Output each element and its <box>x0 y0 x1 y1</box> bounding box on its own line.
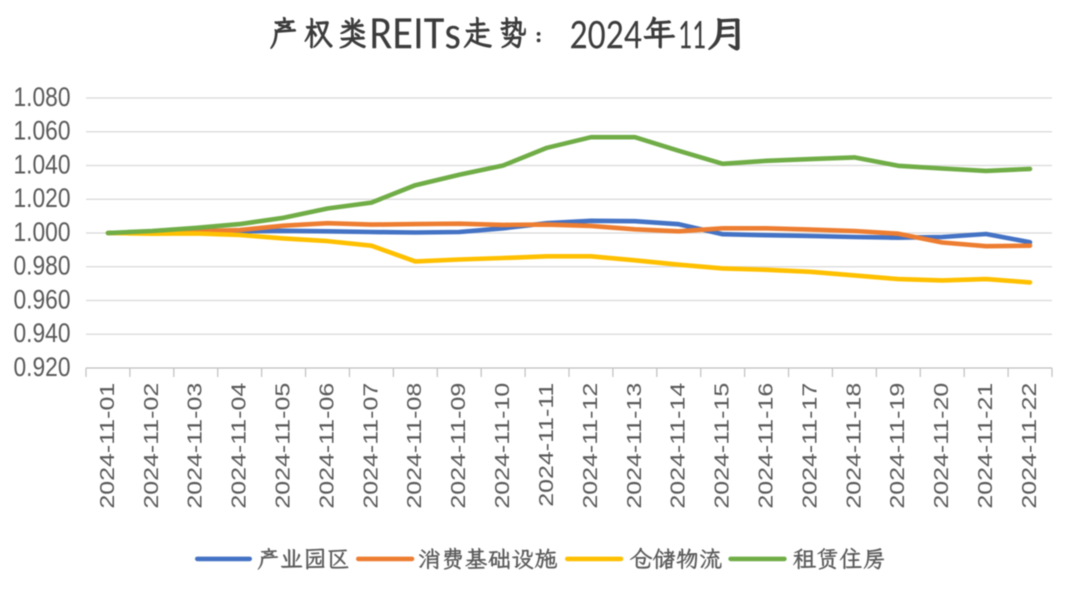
svg-text:2024-11-15: 2024-11-15 <box>711 383 733 509</box>
svg-text:2024-11-17: 2024-11-17 <box>799 383 821 509</box>
svg-text:2024-11-11: 2024-11-11 <box>535 383 557 507</box>
svg-text:2024-11-07: 2024-11-07 <box>360 383 382 509</box>
svg-text:1.000: 1.000 <box>14 217 71 247</box>
svg-text:2024-11-09: 2024-11-09 <box>447 383 469 509</box>
svg-text:2024-11-14: 2024-11-14 <box>667 383 689 509</box>
svg-text:2024-11-03: 2024-11-03 <box>184 383 206 509</box>
svg-text:2024-11-18: 2024-11-18 <box>843 383 865 509</box>
svg-text:0.920: 0.920 <box>14 352 71 382</box>
svg-text:2024-11-01: 2024-11-01 <box>96 383 118 509</box>
svg-text:2024-11-12: 2024-11-12 <box>579 383 601 509</box>
svg-text:2024-11-20: 2024-11-20 <box>930 383 952 509</box>
svg-text:1.080: 1.080 <box>14 82 71 112</box>
svg-text:0.940: 0.940 <box>14 318 71 348</box>
svg-text:1.040: 1.040 <box>14 149 71 179</box>
svg-text:2024-11-13: 2024-11-13 <box>623 383 645 509</box>
svg-text:0.980: 0.980 <box>14 251 71 281</box>
svg-text:2024-11-16: 2024-11-16 <box>755 383 777 509</box>
svg-text:0.960: 0.960 <box>14 284 71 314</box>
svg-text:2024-11-06: 2024-11-06 <box>316 383 338 509</box>
svg-text:1.060: 1.060 <box>14 116 71 146</box>
svg-text:2024-11-22: 2024-11-22 <box>1018 383 1040 509</box>
svg-text:2024-11-05: 2024-11-05 <box>272 383 294 509</box>
svg-text:2024-11-21: 2024-11-21 <box>974 383 996 509</box>
svg-text:2024-11-08: 2024-11-08 <box>404 383 426 509</box>
svg-text:2024-11-02: 2024-11-02 <box>140 383 162 509</box>
svg-text:2024-11-10: 2024-11-10 <box>491 383 513 509</box>
svg-text:2024-11-19: 2024-11-19 <box>887 383 909 509</box>
svg-text:1.020: 1.020 <box>14 183 71 213</box>
svg-text:2024-11-04: 2024-11-04 <box>228 383 250 509</box>
